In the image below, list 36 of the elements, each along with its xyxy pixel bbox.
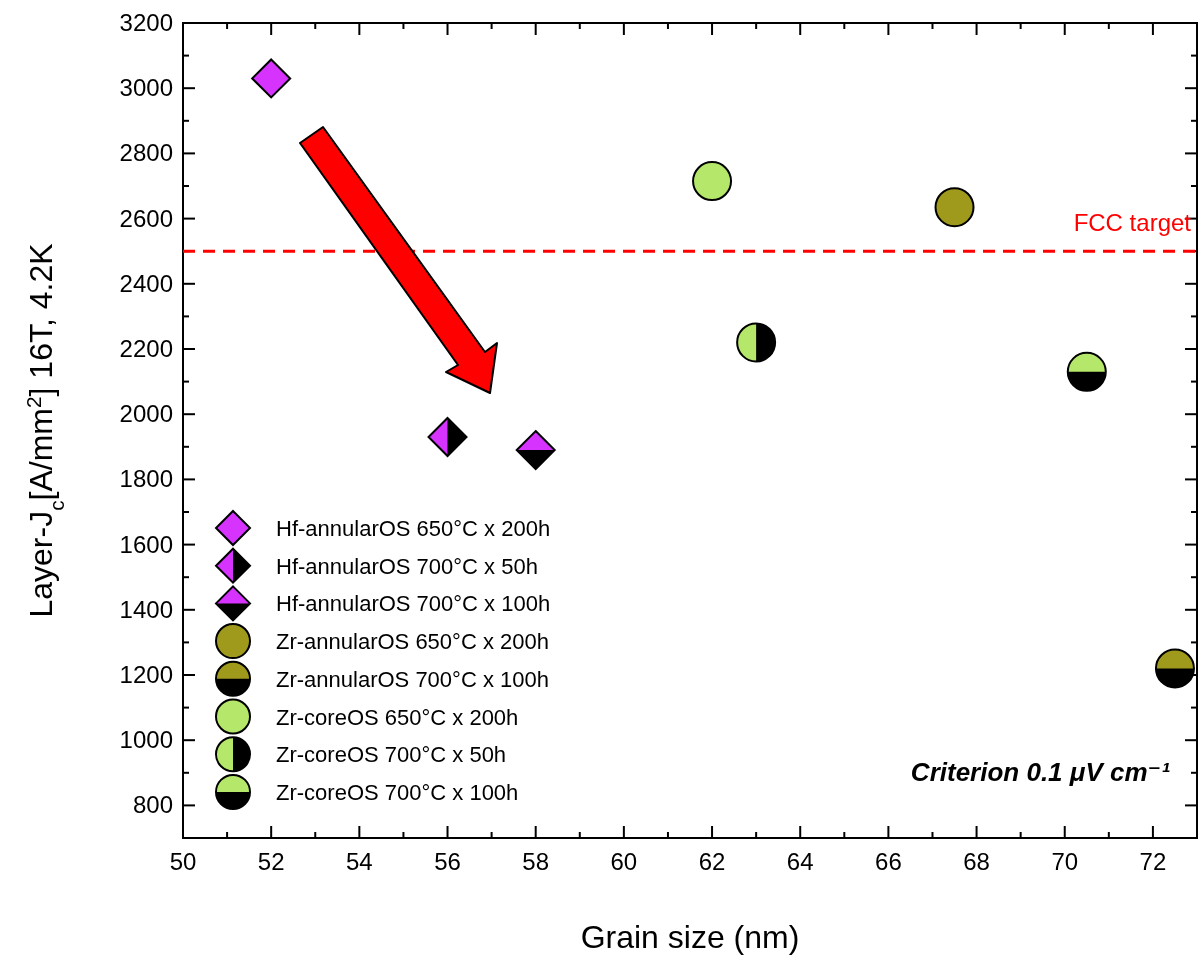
x-tick-label: 72 [1139,848,1167,875]
x-tick-label: 62 [698,848,726,875]
x-tick-label: 60 [610,848,638,875]
y-tick-label: 2200 [119,335,173,362]
legend-label: Zr-coreOS 700°C x 100h [276,779,519,805]
x-tick-label: 64 [786,848,814,875]
annotation: Criterion 0.1 μV cm⁻¹ [910,757,1171,787]
y-tick-label: 3000 [119,74,173,102]
y-tick-label: 1800 [119,465,173,493]
y-tick-label: 800 [132,791,173,819]
x-tick-label: 66 [875,848,902,875]
y-tick-label: 2800 [119,139,173,167]
ref-line-label: FCC target [1073,209,1192,237]
legend-label: Zr-annularOS 650°C x 200h [276,629,549,655]
y-tick-label: 2000 [119,400,173,428]
legend-label: Zr-annularOS 700°C x 100h [276,666,549,692]
legend-label: Hf-annularOS 700°C x 50h [276,553,538,579]
x-axis-title: Grain size (nm) [580,919,800,955]
y-tick-label: 1400 [119,595,173,623]
x-tick-label: 56 [434,848,461,875]
y-tick-label: 2400 [119,269,173,297]
y-tick-label: 2600 [119,204,173,232]
x-tick-label: 54 [346,848,373,875]
y-tick-label: 1600 [119,530,173,558]
x-tick-label: 58 [522,848,550,875]
y-tick-label: 3200 [119,9,173,36]
x-tick-label: 50 [169,848,197,875]
x-tick-label: 68 [963,848,990,875]
x-tick-label: 70 [1051,848,1079,875]
legend-label: Zr-coreOS 700°C x 50h [276,742,507,768]
y-tick-label: 1000 [119,726,173,754]
legend-label: Hf-annularOS 700°C x 100h [276,591,551,617]
legend-label: Hf-annularOS 650°C x 200h [276,516,551,541]
x-tick-label: 52 [257,848,285,875]
legend-label: Zr-coreOS 650°C x 200h [276,704,519,730]
y-tick-label: 1200 [119,661,173,688]
